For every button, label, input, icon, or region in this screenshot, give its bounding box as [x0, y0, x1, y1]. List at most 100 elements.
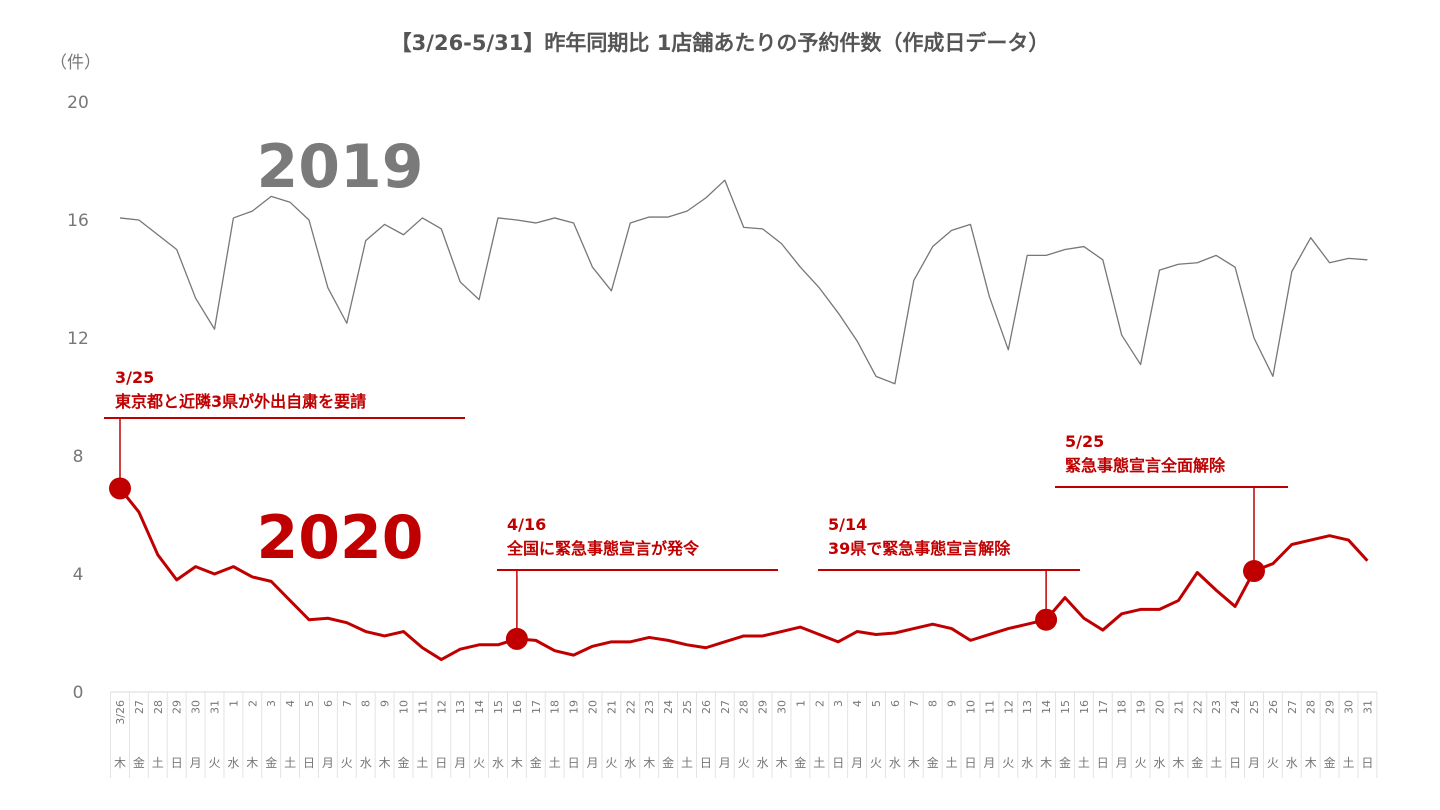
x-tick-weekday: 水	[889, 756, 901, 770]
annotation: 5/14 39県で緊急事態宣言解除	[818, 515, 1080, 631]
x-tick-date: 18	[549, 700, 562, 714]
annotation-text: 東京都と近隣3県が外出自粛を要請	[115, 392, 366, 411]
x-tick-date: 28	[152, 700, 165, 714]
x-tick-date: 15	[492, 700, 505, 714]
x-tick-date: 1	[794, 700, 807, 707]
x-tick-date: 25	[1248, 700, 1261, 714]
chart-title: 【3/26-5/31】昨年同期比 1店舗あたりの予約件数（作成日データ）	[391, 31, 1050, 55]
annotation: 4/16 全国に緊急事態宣言が発令	[497, 515, 778, 650]
x-tick-date: 14	[1040, 700, 1053, 714]
x-tick-date: 28	[1305, 700, 1318, 714]
x-tick-date: 10	[398, 700, 411, 714]
x-tick-date: 23	[643, 700, 656, 714]
x-tick-weekday: 木	[1040, 756, 1052, 770]
x-tick-weekday: 水	[1153, 756, 1165, 770]
x-tick-date: 26	[700, 700, 713, 714]
x-tick-date: 23	[1210, 700, 1223, 714]
x-tick-weekday: 日	[568, 756, 580, 770]
x-tick-date: 30	[776, 700, 789, 714]
x-tick-date: 13	[1021, 700, 1034, 714]
x-tick-weekday: 日	[1229, 756, 1241, 770]
annotation: 3/25 東京都と近隣3県が外出自粛を要請	[104, 368, 465, 500]
x-tick-date: 6	[322, 700, 335, 707]
x-tick-date: 31	[209, 700, 222, 714]
x-tick-date: 19	[568, 700, 581, 714]
x-tick-weekday: 日	[303, 756, 315, 770]
x-tick-weekday: 月	[586, 756, 598, 770]
x-tick-date: 19	[1135, 700, 1148, 714]
x-tick-date: 29	[171, 700, 184, 714]
x-tick-weekday: 月	[322, 756, 334, 770]
x-tick-date: 29	[1324, 700, 1337, 714]
x-tick-weekday: 金	[927, 755, 939, 770]
x-tick-date: 5	[303, 700, 316, 707]
x-tick-date: 3	[832, 700, 845, 707]
annotation-date: 3/25	[115, 368, 154, 387]
x-tick-date: 2	[246, 700, 259, 707]
x-tick-weekday: 火	[1267, 756, 1279, 770]
x-tick-weekday: 日	[964, 756, 976, 770]
series-line-2020	[118, 487, 1369, 662]
x-tick-date: 20	[1154, 700, 1167, 714]
x-tick-weekday: 火	[1002, 756, 1014, 770]
x-tick-weekday: 水	[1021, 756, 1033, 770]
x-tick-weekday: 土	[813, 756, 825, 770]
y-tick-label: 16	[67, 211, 89, 231]
x-tick-date: 27	[1286, 700, 1299, 714]
annotation-text: 緊急事態宣言全面解除	[1065, 456, 1226, 475]
x-tick-date: 21	[605, 700, 618, 714]
x-tick-weekday: 月	[190, 756, 202, 770]
x-tick-date: 27	[133, 700, 146, 714]
x-tick-date: 22	[1191, 700, 1204, 714]
x-tick-weekday: 水	[1286, 756, 1298, 770]
annotation: 5/25 緊急事態宣言全面解除	[1055, 432, 1288, 583]
x-tick-weekday: 土	[946, 756, 958, 770]
x-tick-date: 4	[851, 700, 864, 707]
x-tick-weekday: 木	[511, 756, 523, 770]
x-tick-weekday: 土	[1210, 756, 1222, 770]
x-tick-weekday: 月	[454, 756, 466, 770]
x-tick-weekday: 土	[549, 756, 561, 770]
x-tick-date: 5	[870, 700, 883, 707]
x-tick-date: 17	[530, 700, 543, 714]
x-tick-weekday: 木	[379, 756, 391, 770]
x-tick-weekday: 月	[1116, 756, 1128, 770]
x-tick-weekday: 月	[851, 756, 863, 770]
x-tick-date: 18	[1116, 700, 1129, 714]
y-tick-label: 0	[73, 683, 84, 703]
x-tick-date: 7	[341, 700, 354, 707]
x-tick-weekday: 火	[1135, 756, 1147, 770]
x-tick-date: 4	[284, 700, 297, 707]
x-tick-weekday: 木	[908, 756, 920, 770]
x-tick-weekday: 金	[265, 755, 277, 770]
annotation-date: 5/25	[1065, 432, 1104, 451]
x-tick-date: 11	[983, 700, 996, 714]
x-tick-weekday: 金	[1191, 755, 1203, 770]
x-tick-date: 24	[662, 700, 675, 714]
annotation-date: 4/16	[507, 515, 546, 534]
x-tick-date: 26	[1267, 700, 1280, 714]
x-tick-weekday: 日	[171, 756, 183, 770]
x-tick-date: 2	[813, 700, 826, 707]
y-tick-label: 12	[67, 329, 89, 349]
x-tick-date: 8	[360, 700, 373, 707]
x-tick-weekday: 土	[681, 756, 693, 770]
x-tick-weekday: 土	[1342, 756, 1354, 770]
y-tick-label: 4	[73, 565, 84, 585]
x-tick-date: 14	[473, 700, 486, 714]
series-label-2019: 2019	[257, 132, 424, 202]
x-tick-weekday: 日	[1097, 756, 1109, 770]
x-tick-weekday: 火	[341, 756, 353, 770]
x-tick-weekday: 水	[360, 756, 372, 770]
annotation-marker	[109, 477, 131, 500]
x-tick-date: 21	[1172, 700, 1185, 714]
x-tick-weekday: 火	[473, 756, 485, 770]
x-tick-date: 3	[265, 700, 278, 707]
annotation-text: 全国に緊急事態宣言が発令	[506, 539, 700, 558]
x-tick-weekday: 土	[284, 756, 296, 770]
x-tick-date: 3/26	[114, 700, 127, 725]
x-tick-date: 17	[1097, 700, 1110, 714]
x-tick-date: 6	[889, 700, 902, 707]
x-tick-weekday: 火	[870, 756, 882, 770]
